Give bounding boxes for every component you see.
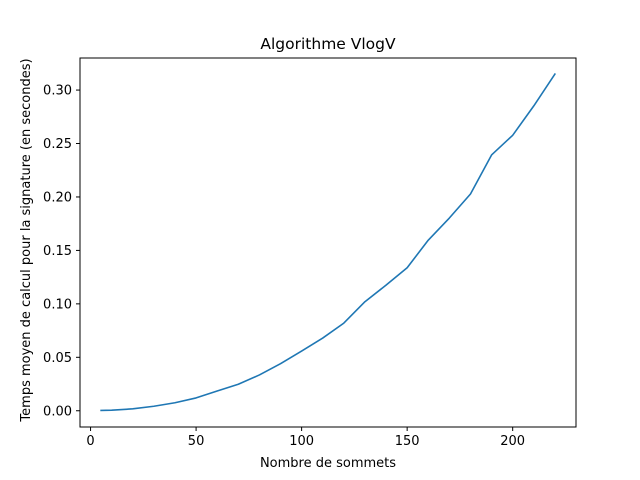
y-axis-label: Temps moyen de calcul pour la signature … xyxy=(19,58,34,422)
y-tick-label: 0.20 xyxy=(43,190,72,205)
axis-ticks: 0 50 100 150 200 0.00 0.05 0.10 0.15 0.20 0.25 0.30 xyxy=(43,84,525,449)
x-tick-label: 100 xyxy=(289,434,314,449)
plot-area xyxy=(100,73,556,412)
chart-title: Algorithme VlogV xyxy=(260,35,396,53)
x-tick-label: 50 xyxy=(188,434,205,449)
x-tick-label: 150 xyxy=(395,434,420,449)
y-tick-label: 0.10 xyxy=(43,297,72,312)
x-tick-label: 0 xyxy=(86,434,94,449)
y-tick-label: 0.25 xyxy=(43,137,72,152)
y-tick-label: 0.00 xyxy=(43,404,72,419)
y-tick-label: 0.05 xyxy=(43,351,72,366)
y-tick-label: 0.30 xyxy=(43,84,72,99)
axes-frame xyxy=(79,57,577,428)
y-tick-label: 0.15 xyxy=(43,244,72,259)
series-line-0 xyxy=(100,73,556,412)
x-axis-label: Nombre de sommets xyxy=(260,456,396,471)
x-tick-label: 200 xyxy=(500,434,525,449)
